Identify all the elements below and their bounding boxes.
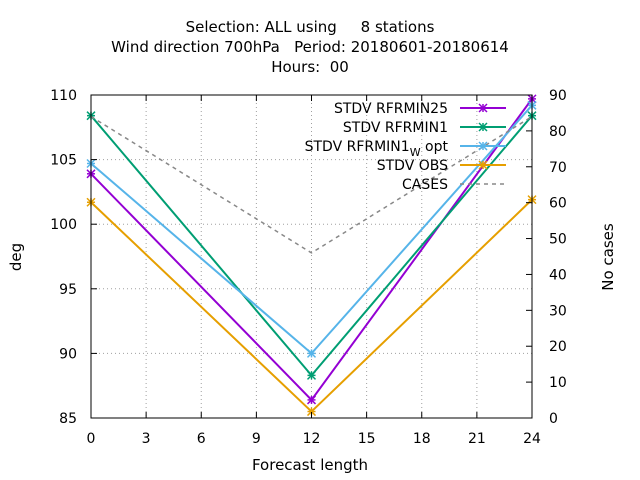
x-axis-label: Forecast length [252,456,368,474]
data-point-marker [478,122,488,132]
legend-label-text: STDV OBS [377,158,448,174]
x-tick-label: 18 [413,431,431,447]
series-3 [86,195,537,417]
plot-area [86,94,537,417]
data-point-marker [306,395,317,405]
y-tick-label: 85 [59,411,77,427]
x-tick-label: 0 [87,431,96,447]
x-tick-label: 21 [468,431,486,447]
y2-tick-label: 0 [549,411,558,427]
chart-title: Selection: ALL using 8 stations Wind dire… [111,18,509,76]
data-point-marker [478,103,488,113]
y2-tick-label: 60 [549,196,567,212]
title-line: Wind direction 700hPa Period: 20180601-2… [111,38,509,56]
y-tick-label: 105 [50,153,77,169]
y2-tick-label: 90 [549,88,567,104]
legend-label-text: STDV RFRMIN1 [305,139,410,155]
y-tick-label: 110 [50,88,77,104]
data-point-marker [478,141,488,151]
legend-entry: CASES [402,177,506,193]
y2-tick-label: 20 [549,339,567,355]
y2-axis-label: No cases [599,223,617,291]
legend-label-subscript: W [410,146,421,159]
legend-label: STDV OBS [377,158,448,174]
legend-label: STDV RFRMIN1W opt [305,139,449,159]
y2-tick-label: 30 [549,303,567,319]
series-line [90,115,533,254]
legend-entry: STDV OBS [377,158,506,174]
legend-label-text: STDV RFRMIN1 [343,120,448,136]
legend-entry: STDV RFRMIN1 [343,120,506,136]
legend-label: STDV RFRMIN1 [343,120,448,136]
series-4 [90,115,533,254]
axis-ticks: 0 3 6 9 12 15 18 21 24 85 90 95 100 105 110 0 10 20 30 40 50… [50,88,567,447]
data-point-marker [306,348,317,358]
y2-tick-label: 50 [549,232,567,248]
data-point-marker [478,160,488,170]
legend-label-text: CASES [402,177,448,193]
legend-label-suffix: opt [421,139,449,155]
legend-label: CASES [402,177,448,193]
x-tick-label: 6 [197,431,206,447]
legend-label-text: STDV RFRMIN25 [334,101,448,117]
y2-tick-label: 70 [549,160,567,176]
legend-entry: STDV RFRMIN25 [334,101,506,117]
title-line: Selection: ALL using 8 stations [186,18,435,36]
y-tick-label: 100 [50,217,77,233]
x-tick-label: 9 [252,431,261,447]
x-tick-label: 24 [523,431,541,447]
y-tick-label: 90 [59,346,77,362]
y2-tick-label: 80 [549,124,567,140]
legend-entry: STDV RFRMIN1W opt [305,139,506,159]
data-point-marker [306,370,317,380]
legend-label: STDV RFRMIN25 [334,101,448,117]
x-tick-label: 3 [142,431,151,447]
y2-tick-label: 40 [549,267,567,283]
title-line: Hours: 00 [271,58,349,76]
x-tick-label: 15 [358,431,376,447]
y-tick-label: 95 [59,282,77,298]
x-tick-label: 12 [303,431,321,447]
y-axis-label: deg [7,243,25,271]
y2-tick-label: 10 [549,375,567,391]
